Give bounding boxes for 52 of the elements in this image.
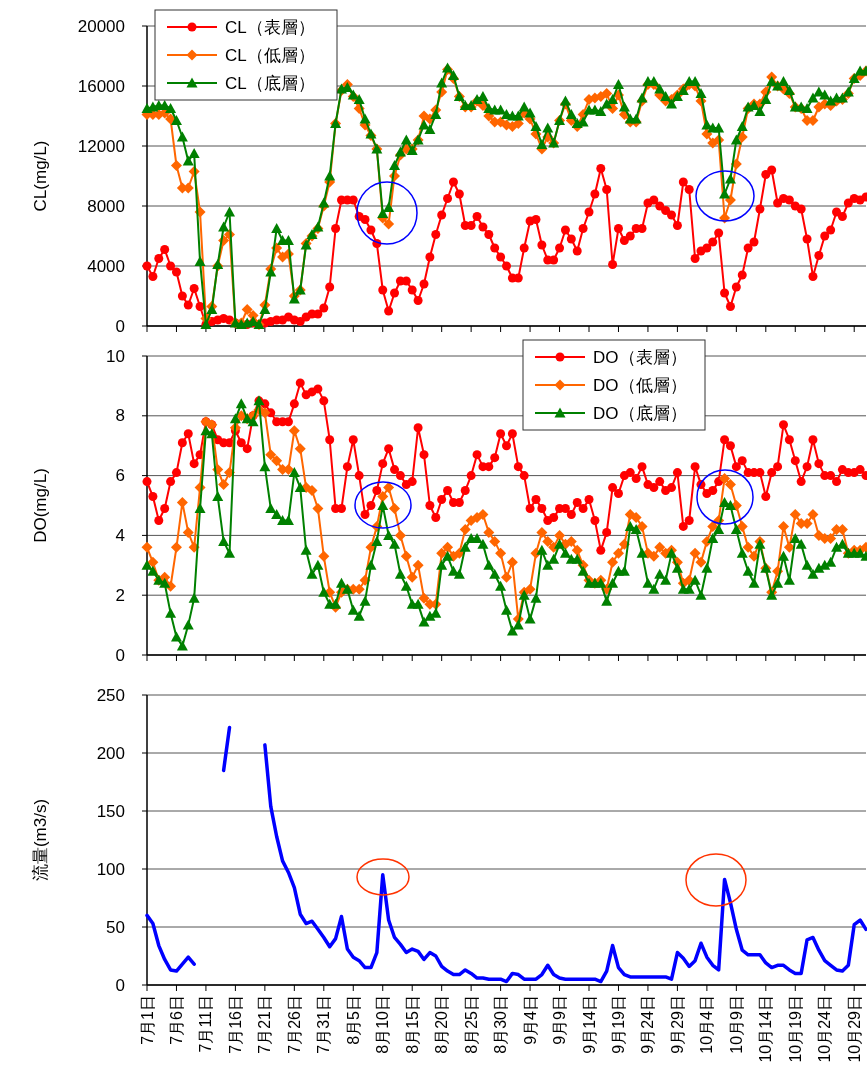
- y-tick-label: 0: [115, 316, 125, 336]
- y-tick-label: 6: [115, 466, 125, 486]
- y-tick-label: 150: [96, 801, 125, 821]
- x-tick-label: 10月29日: [845, 995, 863, 1063]
- legend-label: CL（表層）: [225, 17, 315, 37]
- y-tick-label: 100: [96, 859, 125, 879]
- y-tick-label: 16000: [77, 76, 125, 96]
- legend-label: DO（低層）: [593, 375, 687, 395]
- y-axis-title: 流量(m3/s): [30, 798, 50, 882]
- y-tick-label: 4: [115, 525, 125, 545]
- legend-label: DO（表層）: [593, 347, 687, 367]
- legend-label: DO（底層）: [593, 403, 687, 423]
- x-tick-label: 8月25日: [462, 995, 480, 1054]
- x-tick-label: 7月16日: [226, 995, 244, 1054]
- y-tick-label: 50: [106, 917, 125, 937]
- x-tick-label: 8月15日: [403, 995, 421, 1054]
- y-tick-label: 0: [115, 975, 125, 995]
- x-tick-label: 10月24日: [816, 995, 834, 1063]
- legend-label: CL（底層）: [225, 73, 315, 93]
- x-tick-label: 9月14日: [580, 995, 598, 1054]
- x-tick-label: 8月20日: [433, 995, 451, 1054]
- y-axis-title: DO(mg/L): [30, 468, 50, 543]
- x-tick-label: 8月5日: [344, 995, 362, 1045]
- y-tick-label: 200: [96, 743, 125, 763]
- y-axis-title: CL(mg/L): [30, 140, 50, 212]
- x-tick-label: 7月11日: [197, 995, 215, 1053]
- y-tick-label: 4000: [87, 256, 125, 276]
- y-tick-label: 8000: [87, 196, 125, 216]
- x-tick-label: 7月21日: [256, 995, 274, 1054]
- x-tick-label: 7月6日: [167, 995, 185, 1045]
- y-tick-label: 12000: [77, 136, 125, 156]
- x-tick-label: 9月24日: [639, 995, 657, 1054]
- x-tick-label: 10月14日: [757, 995, 775, 1063]
- y-tick-label: 250: [96, 685, 125, 705]
- legend-label: CL（低層）: [225, 45, 315, 65]
- x-tick-label: 8月30日: [492, 995, 510, 1054]
- x-tick-label: 9月9日: [551, 995, 569, 1045]
- x-tick-label: 9月4日: [521, 995, 539, 1045]
- y-tick-label: 0: [115, 645, 125, 665]
- y-tick-label: 10: [106, 346, 125, 366]
- y-tick-label: 20000: [77, 16, 125, 36]
- x-tick-label: 9月29日: [668, 995, 686, 1054]
- x-tick-label: 7月31日: [315, 995, 333, 1054]
- x-tick-label: 8月10日: [374, 995, 392, 1054]
- x-tick-label: 10月19日: [786, 995, 804, 1063]
- x-tick-label: 7月26日: [285, 995, 303, 1054]
- y-tick-label: 8: [115, 406, 125, 426]
- x-tick-label: 7月1日: [138, 995, 156, 1045]
- x-tick-label: 10月4日: [698, 995, 716, 1054]
- x-tick-label: 10月9日: [727, 995, 745, 1054]
- x-tick-label: 9月19日: [609, 995, 627, 1054]
- y-tick-label: 2: [115, 585, 125, 605]
